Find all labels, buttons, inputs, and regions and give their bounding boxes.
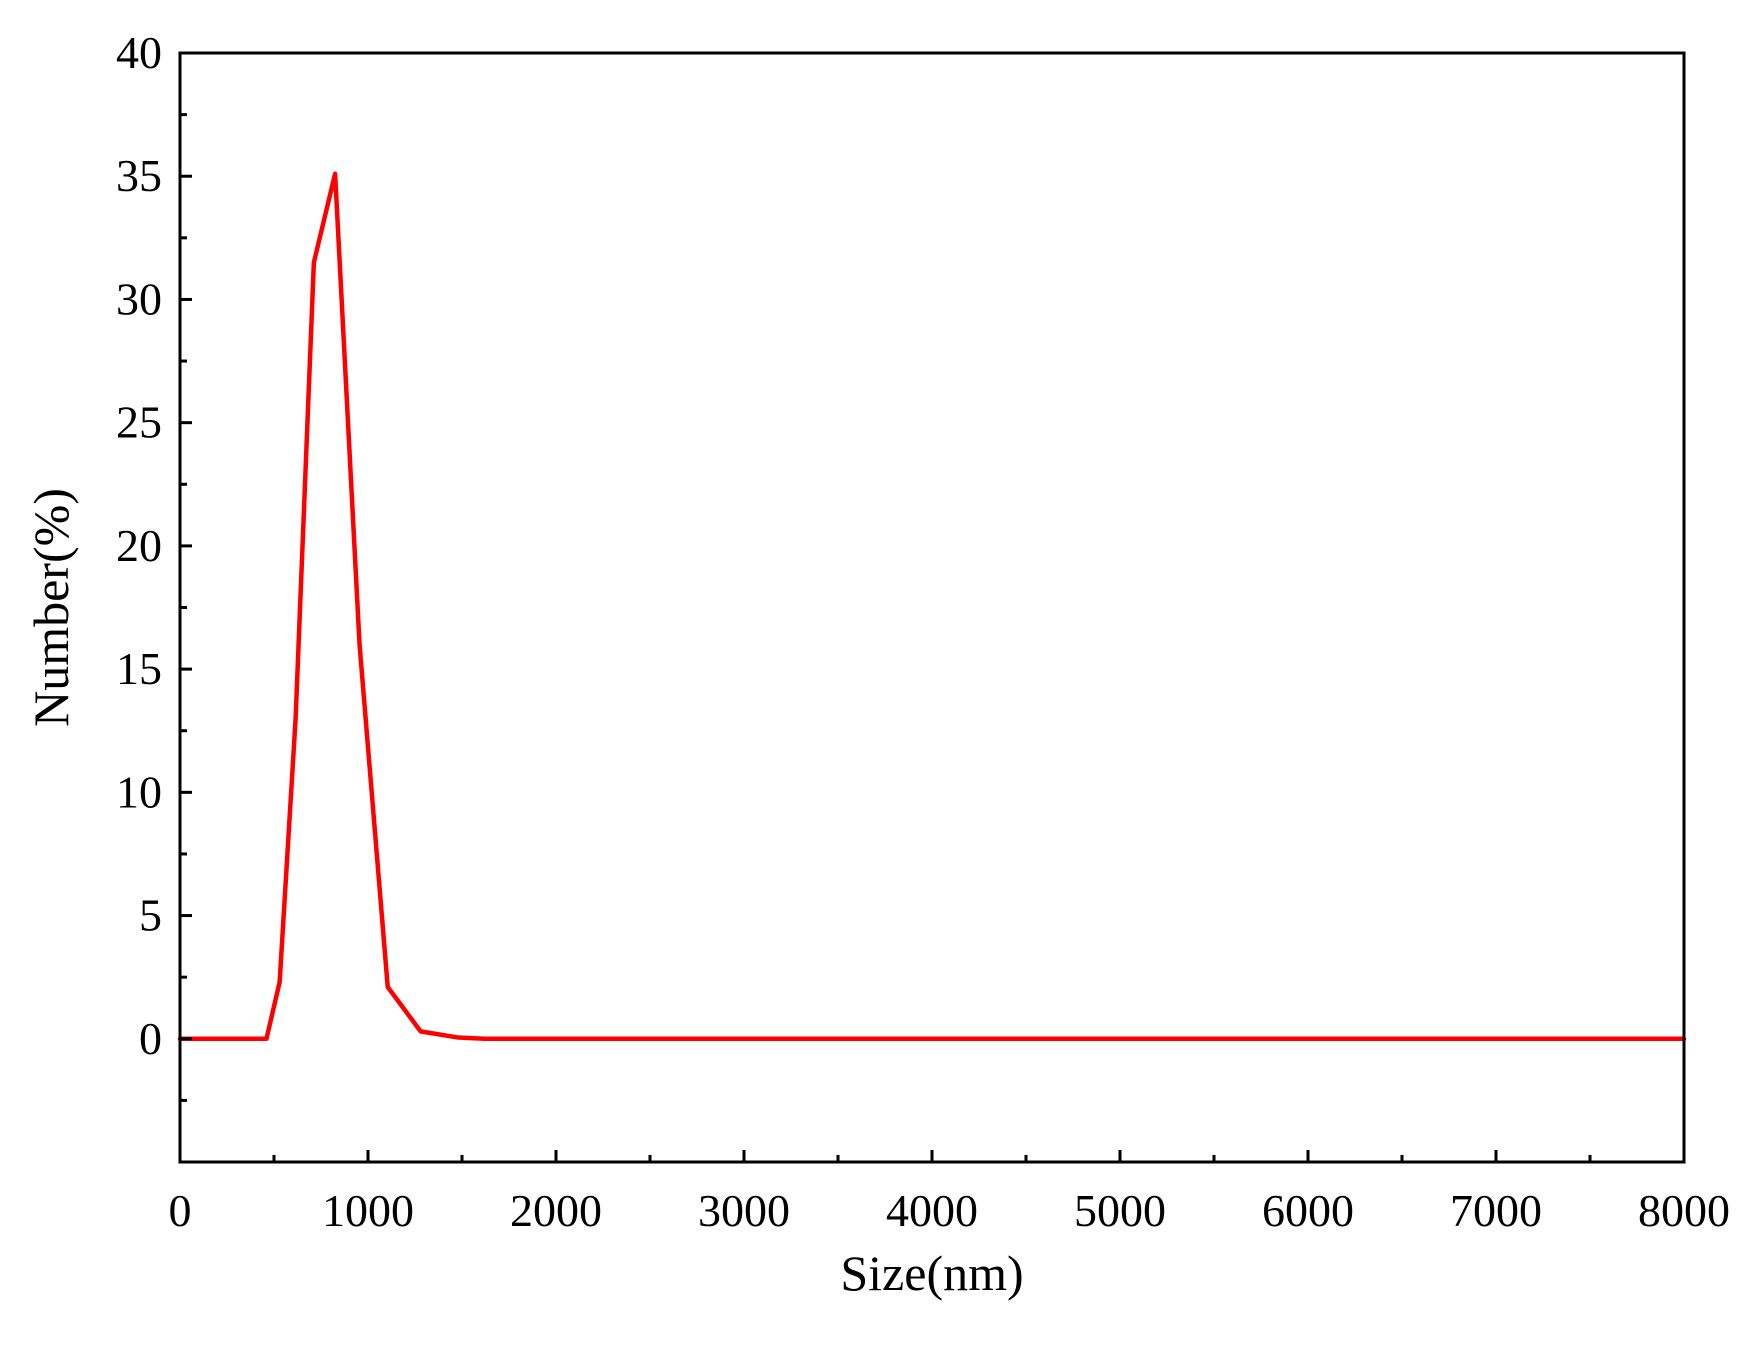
x-tick-label: 2000 [510, 1185, 602, 1236]
y-tick-label: 25 [116, 397, 162, 448]
y-tick-label: 35 [116, 150, 162, 201]
y-tick-label: 5 [139, 890, 162, 941]
y-tick-label: 0 [139, 1013, 162, 1064]
x-axis-title: Size(nm) [840, 1245, 1023, 1301]
y-axis-tick-labels: 0 5 10 15 20 25 30 35 40 [116, 27, 162, 1064]
x-tick-label: 4000 [886, 1185, 978, 1236]
y-tick-label: 30 [116, 273, 162, 324]
x-tick-label: 5000 [1074, 1185, 1166, 1236]
series-line [177, 171, 1687, 1042]
plot-frame [178, 51, 1686, 1164]
x-tick-label: 0 [169, 1185, 192, 1236]
x-axis-tick-labels: 0 1000 2000 3000 4000 5000 6000 7000 8000 [169, 1185, 1731, 1236]
y-tick-label: 10 [116, 766, 162, 817]
x-tick-label: 1000 [322, 1185, 414, 1236]
x-axis-ticks [178, 1150, 1686, 1162]
x-tick-label: 6000 [1262, 1185, 1354, 1236]
chart-marks [177, 171, 1687, 1042]
x-tick-label: 7000 [1450, 1185, 1542, 1236]
y-axis-ticks [180, 51, 192, 1164]
y-tick-label: 40 [116, 27, 162, 78]
y-tick-label: 20 [116, 520, 162, 571]
x-tick-label: 8000 [1638, 1185, 1730, 1236]
y-axis-title: Number(%) [23, 488, 79, 727]
x-tick-label: 3000 [698, 1185, 790, 1236]
y-tick-label: 15 [116, 643, 162, 694]
